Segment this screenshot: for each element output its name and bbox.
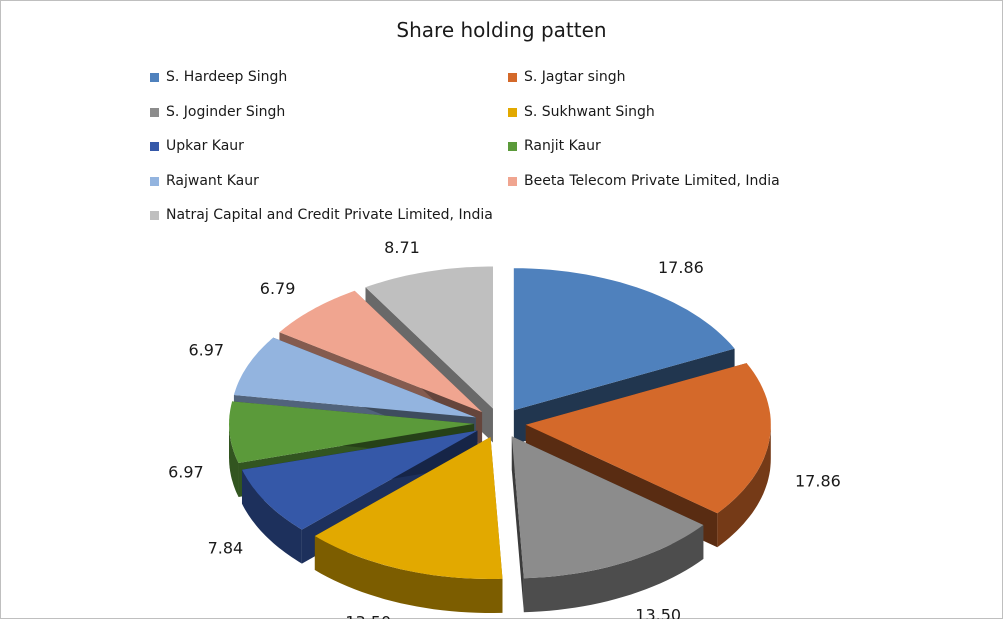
data-label: 6.97 bbox=[168, 462, 204, 481]
data-label: 6.79 bbox=[260, 279, 296, 298]
legend-label: Natraj Capital and Credit Private Limite… bbox=[166, 207, 493, 223]
legend-item: S. Joginder Singh bbox=[150, 103, 285, 121]
legend-label: Upkar Kaur bbox=[166, 138, 244, 154]
slice-tops bbox=[229, 266, 771, 579]
legend-label: S. Hardeep Singh bbox=[166, 69, 288, 85]
data-label: 17.86 bbox=[658, 258, 704, 277]
legend-label: Rajwant Kaur bbox=[166, 173, 259, 189]
legend-swatch bbox=[150, 210, 159, 220]
legend-item: S. Hardeep Singh bbox=[150, 68, 287, 86]
legend-swatch bbox=[508, 107, 517, 117]
data-label: 8.71 bbox=[384, 238, 420, 257]
legend-label: Beeta Telecom Private Limited, India bbox=[524, 173, 780, 189]
legend-swatch bbox=[150, 107, 159, 117]
data-label: 17.86 bbox=[795, 471, 841, 490]
pie-slice bbox=[365, 266, 493, 409]
pie-slice bbox=[513, 268, 735, 411]
data-labels: 17.86 17.86 13.50 13.50 7.84 6.97 6.97 6.79 8.71 bbox=[168, 238, 841, 619]
data-label: 13.50 bbox=[345, 613, 391, 619]
slice-edge bbox=[717, 424, 771, 548]
legend-label: S. Sukhwant Singh bbox=[524, 104, 655, 120]
pie-slice bbox=[233, 337, 476, 418]
legend-label: S. Joginder Singh bbox=[166, 104, 286, 120]
data-label: 13.50 bbox=[635, 606, 681, 619]
pie-slice bbox=[229, 401, 474, 463]
legend-item: Upkar Kaur bbox=[150, 137, 244, 155]
data-label: 7.84 bbox=[208, 539, 244, 558]
slice-edge bbox=[314, 536, 503, 613]
legend-item: Natraj Capital and Credit Private Limite… bbox=[150, 206, 493, 224]
legend-swatch bbox=[150, 176, 159, 186]
slice-edge bbox=[229, 423, 239, 497]
slice-edge bbox=[523, 525, 704, 613]
legend-item: Rajwant Kaur bbox=[150, 172, 259, 190]
pie-slice bbox=[279, 290, 483, 413]
slice-wall bbox=[511, 436, 524, 613]
legend-label: S. Jagtar singh bbox=[524, 69, 626, 85]
legend-item: S. Sukhwant Singh bbox=[508, 103, 655, 121]
legend-item: Beeta Telecom Private Limited, India bbox=[508, 172, 780, 190]
legend-swatch bbox=[508, 72, 517, 82]
chart-title: Share holding patten bbox=[396, 18, 607, 42]
legend-item: Ranjit Kaur bbox=[508, 137, 601, 155]
legend-swatch bbox=[508, 141, 517, 151]
legend-label: Ranjit Kaur bbox=[524, 138, 601, 154]
pie-slice bbox=[242, 430, 478, 530]
pie-slice bbox=[314, 437, 503, 579]
legend-swatch bbox=[150, 72, 159, 82]
legend-item: S. Jagtar singh bbox=[508, 68, 625, 86]
slice-edge bbox=[242, 469, 302, 564]
legend-swatch bbox=[508, 176, 517, 186]
legend-swatch bbox=[150, 141, 159, 151]
pie-slice bbox=[525, 363, 771, 514]
pie-slice bbox=[511, 436, 704, 579]
data-label: 6.97 bbox=[188, 340, 224, 359]
